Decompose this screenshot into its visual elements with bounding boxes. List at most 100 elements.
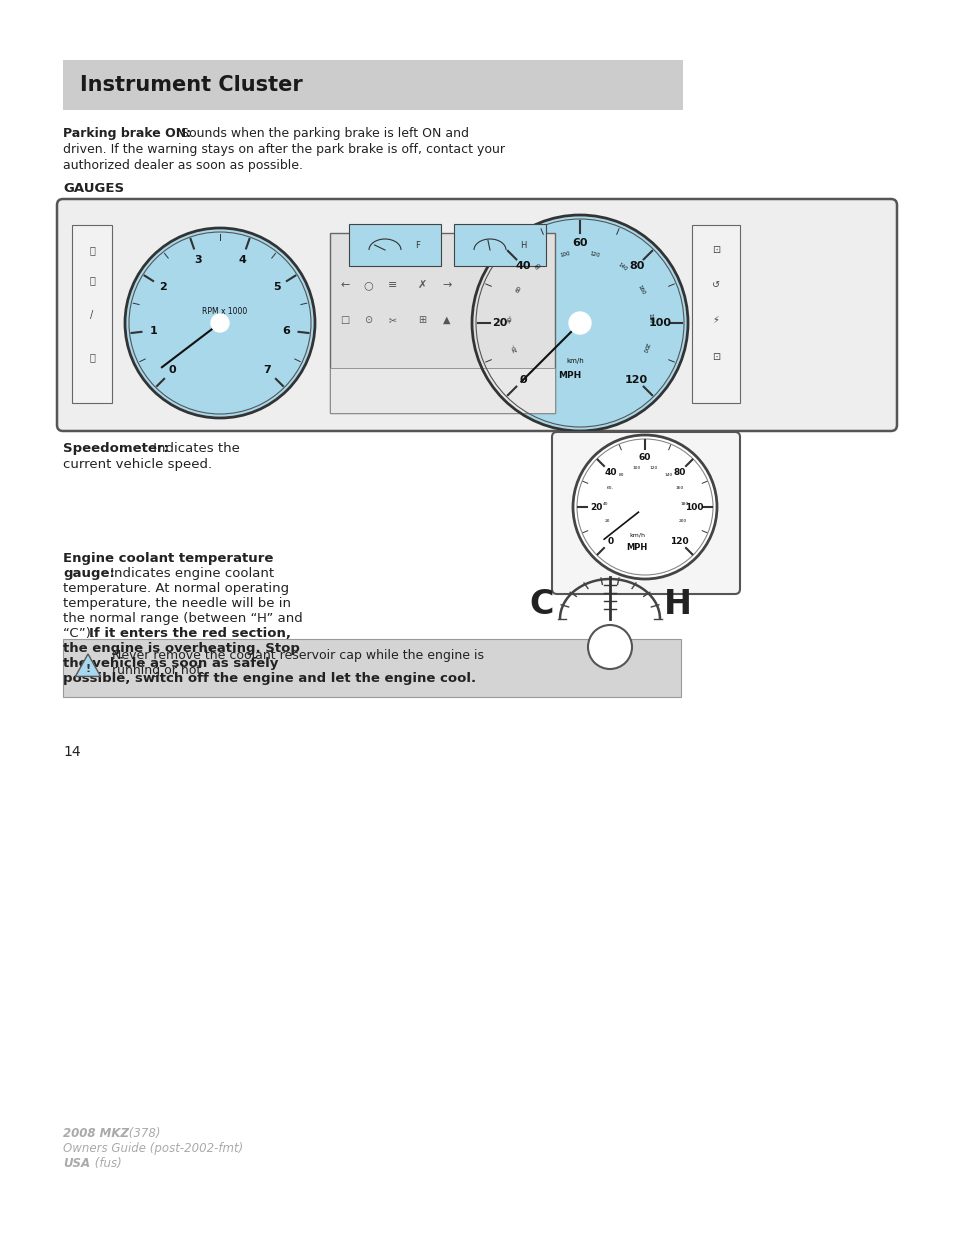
Text: 20: 20 xyxy=(589,503,601,511)
Text: 120: 120 xyxy=(589,251,599,258)
Text: →: → xyxy=(442,280,451,290)
Text: 6: 6 xyxy=(282,326,291,336)
Text: Instrument Cluster: Instrument Cluster xyxy=(80,75,302,95)
Text: C: C xyxy=(529,588,554,620)
Text: 100: 100 xyxy=(558,251,570,258)
Circle shape xyxy=(573,435,717,579)
Text: Indicates the: Indicates the xyxy=(149,442,239,454)
Text: 0: 0 xyxy=(519,374,527,384)
Text: Parking brake ON:: Parking brake ON: xyxy=(63,127,191,140)
Text: H: H xyxy=(663,588,691,620)
Text: km/h: km/h xyxy=(565,358,583,364)
Text: 3: 3 xyxy=(193,254,201,264)
Text: driven. If the warning stays on after the park brake is off, contact your: driven. If the warning stays on after th… xyxy=(63,143,504,156)
Text: 0: 0 xyxy=(607,537,613,546)
Text: 80: 80 xyxy=(673,468,685,477)
Text: ⚡: ⚡ xyxy=(712,315,719,325)
Circle shape xyxy=(472,215,687,431)
Bar xyxy=(691,225,740,403)
Text: temperature, the needle will be in: temperature, the needle will be in xyxy=(63,597,291,610)
Bar xyxy=(71,225,112,403)
Text: “C”).: “C”). xyxy=(63,627,99,640)
Text: 60: 60 xyxy=(572,238,587,248)
FancyBboxPatch shape xyxy=(349,224,440,266)
FancyBboxPatch shape xyxy=(63,61,682,110)
Text: H: H xyxy=(519,241,526,249)
Text: 80: 80 xyxy=(533,263,542,270)
Text: ⊡: ⊡ xyxy=(711,245,720,254)
Text: 1: 1 xyxy=(150,326,157,336)
Text: 40: 40 xyxy=(516,262,531,272)
Text: 0: 0 xyxy=(169,366,176,375)
Text: km/h: km/h xyxy=(628,532,644,537)
Circle shape xyxy=(125,228,314,417)
Text: the normal range (between “H” and: the normal range (between “H” and xyxy=(63,613,302,625)
Text: 200: 200 xyxy=(678,519,686,522)
FancyBboxPatch shape xyxy=(454,224,545,266)
Bar xyxy=(330,368,555,412)
Text: Never remove the coolant reservoir cap while the engine is: Never remove the coolant reservoir cap w… xyxy=(112,650,483,662)
Circle shape xyxy=(568,312,590,333)
Text: ≡: ≡ xyxy=(388,280,397,290)
Text: ○: ○ xyxy=(363,280,373,290)
Text: 120: 120 xyxy=(670,537,688,546)
Text: 100: 100 xyxy=(632,466,640,469)
Text: ✗: ✗ xyxy=(416,280,426,290)
Text: !: ! xyxy=(86,663,91,674)
Text: 60-: 60- xyxy=(606,485,613,490)
Text: 4: 4 xyxy=(238,254,246,264)
FancyBboxPatch shape xyxy=(552,432,740,594)
Text: 200: 200 xyxy=(640,342,649,353)
Text: MPH: MPH xyxy=(626,542,647,552)
Text: ✂: ✂ xyxy=(389,315,396,325)
Text: (fus): (fus) xyxy=(91,1157,122,1170)
Text: 180: 180 xyxy=(680,503,688,506)
Text: 20-: 20- xyxy=(510,342,517,352)
Text: 140: 140 xyxy=(664,473,673,477)
Text: 120: 120 xyxy=(649,466,657,469)
FancyBboxPatch shape xyxy=(63,638,680,697)
Text: 2008 MKZ: 2008 MKZ xyxy=(63,1128,129,1140)
Text: Owners Guide (post-2002-fmt): Owners Guide (post-2002-fmt) xyxy=(63,1142,243,1155)
Text: ▲: ▲ xyxy=(443,315,450,325)
Text: ←: ← xyxy=(340,280,350,290)
Text: RPM x 1000: RPM x 1000 xyxy=(202,306,248,315)
Text: 60: 60 xyxy=(515,285,522,294)
Text: authorized dealer as soon as possible.: authorized dealer as soon as possible. xyxy=(63,159,303,172)
Text: GAUGES: GAUGES xyxy=(63,182,124,195)
Text: (378): (378) xyxy=(125,1128,160,1140)
Text: running or hot.: running or hot. xyxy=(112,664,205,677)
Text: MPH: MPH xyxy=(558,370,581,379)
Text: Speedometer:: Speedometer: xyxy=(63,442,169,454)
Text: 160: 160 xyxy=(676,485,683,490)
Text: possible, switch off the engine and let the engine cool.: possible, switch off the engine and let … xyxy=(63,672,476,685)
Text: USA: USA xyxy=(63,1157,90,1170)
Text: gauge:: gauge: xyxy=(63,567,114,580)
Bar xyxy=(330,233,555,412)
Text: 80: 80 xyxy=(618,473,623,477)
Text: ⊡: ⊡ xyxy=(711,352,720,362)
Text: 60: 60 xyxy=(639,453,651,462)
Text: ⊙: ⊙ xyxy=(363,315,372,325)
Text: the vehicle as soon as safely: the vehicle as soon as safely xyxy=(63,657,278,671)
Text: 80: 80 xyxy=(628,262,643,272)
Circle shape xyxy=(638,500,651,514)
Text: current vehicle speed.: current vehicle speed. xyxy=(63,458,212,471)
Text: 🔒: 🔒 xyxy=(89,352,95,362)
Circle shape xyxy=(211,314,229,332)
Text: Sounds when the parking brake is left ON and: Sounds when the parking brake is left ON… xyxy=(177,127,469,140)
Text: 2: 2 xyxy=(159,283,167,293)
Text: 20: 20 xyxy=(604,519,610,522)
Text: ⊞: ⊞ xyxy=(417,315,426,325)
Text: 7: 7 xyxy=(263,366,271,375)
Text: If it enters the red section,: If it enters the red section, xyxy=(89,627,291,640)
Text: Indicates engine coolant: Indicates engine coolant xyxy=(106,567,274,580)
Polygon shape xyxy=(75,655,100,677)
Text: 120: 120 xyxy=(624,374,647,384)
Text: F: F xyxy=(416,241,420,249)
Text: /: / xyxy=(91,310,93,320)
Text: 160: 160 xyxy=(636,284,645,295)
Text: 40-: 40- xyxy=(507,314,513,322)
Text: 180: 180 xyxy=(646,312,652,324)
Text: the engine is overheating. Stop: the engine is overheating. Stop xyxy=(63,642,299,655)
